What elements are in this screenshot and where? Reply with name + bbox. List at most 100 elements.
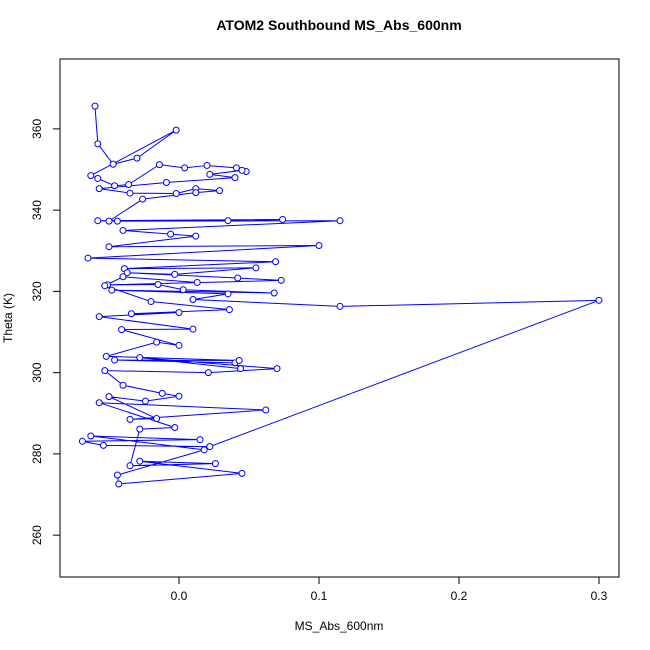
data-point [133,154,141,162]
data-point [225,306,233,314]
data-point [273,365,281,373]
data-point [234,274,242,282]
data-point [192,189,200,197]
data-point [235,356,243,364]
data-point [111,356,119,364]
data-point [216,187,224,195]
data-point [206,170,214,178]
data-point [95,185,103,193]
data-point [108,286,116,294]
data-point [224,290,232,298]
data-point [115,480,123,488]
data-point [196,436,204,444]
data-point [153,338,161,346]
data-point [175,309,183,317]
data-point [94,140,102,148]
data-point [206,443,214,451]
data-point [119,226,127,234]
data-point [252,264,260,272]
data-point [105,393,113,401]
data-point [102,352,110,360]
data-point [105,243,113,251]
data-point [172,189,180,197]
y-tick-label: 260 [30,525,44,545]
data-point [95,313,103,321]
y-axis-label: Theta (K) [1,293,15,343]
y-tick-label: 340 [30,200,44,220]
data-point [171,270,179,278]
data-point [336,217,344,225]
data-point [171,423,179,431]
data-point [123,269,131,277]
data-point [78,437,86,445]
data-point [94,217,102,225]
data-point [136,425,144,433]
data-point [136,457,144,465]
data-point [595,296,603,304]
plot-frame [59,58,620,578]
data-point [91,102,99,110]
data-point [172,126,180,134]
data-point [147,298,155,306]
data-point [126,415,134,423]
data-point [155,161,163,169]
data-point [238,166,246,174]
x-tick-label: 0.3 [591,589,608,603]
data-point [192,232,200,240]
data-point [238,469,246,477]
data-point [175,341,183,349]
data-point [94,174,102,182]
y-tick-label: 280 [30,444,44,464]
data-point [232,164,240,172]
data-point [181,164,189,172]
data-point [125,181,133,189]
data-point [113,217,121,225]
y-tick-label: 300 [30,362,44,382]
data-point [84,254,92,262]
data-point [231,174,239,182]
x-axis-label: MS_Abs_600nm [295,619,384,633]
data-point [162,179,170,187]
data-point [204,369,212,377]
data-point [279,215,287,223]
data-point [167,230,175,238]
data-point [136,354,144,362]
data-point [113,471,121,479]
data-point [237,365,245,373]
data-point [336,302,344,310]
data-point [101,282,109,290]
x-tick-label: 0.0 [171,589,188,603]
x-tick-label: 0.1 [311,589,328,603]
data-point [158,389,166,397]
data-point [111,182,119,190]
data-point [272,258,280,266]
data-point [109,160,117,168]
data-point [315,241,323,249]
data-point [95,399,103,407]
data-point [105,217,113,225]
data-point [153,415,161,423]
data-point [139,195,147,203]
data-point [119,381,127,389]
data-point [189,296,197,304]
x-tick-label: 0.2 [451,589,468,603]
data-point [87,432,95,440]
data-point [277,276,285,284]
data-point [224,217,232,225]
data-point [101,367,109,375]
data-point [126,189,134,197]
data-point [99,441,107,449]
data-point [262,406,270,414]
data-point [118,326,126,334]
data-point [203,161,211,169]
data-point [141,397,149,405]
data-point [126,462,134,470]
y-tick-label: 360 [30,119,44,139]
data-point [154,280,162,288]
data-point [200,446,208,454]
chart-title: ATOM2 Southbound MS_Abs_600nm [216,17,461,33]
data-point [193,278,201,286]
data-point [189,325,197,333]
data-point [270,289,278,297]
